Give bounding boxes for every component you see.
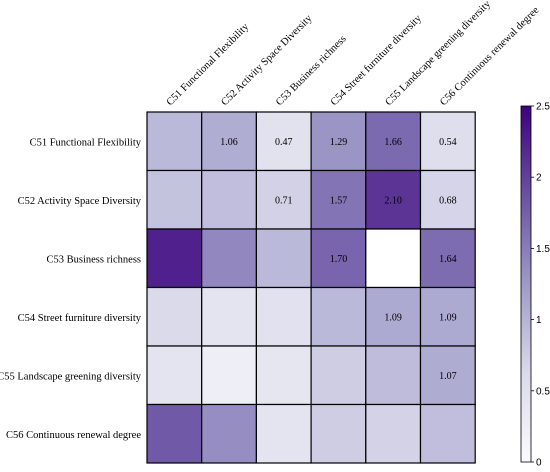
colorbar-tick-label-5: 2.5 <box>536 102 550 113</box>
heatmap-cell-r2-c1 <box>146 169 203 230</box>
colorbar: 0 0.5 1 1.5 2 2.5 <box>520 102 550 469</box>
colorbar-ticks: 0 0.5 1 1.5 2 2.5 <box>531 102 550 469</box>
heatmap-cell-r5-c4 <box>310 345 367 406</box>
value-label-r5-c6: 1.07 <box>439 371 457 382</box>
value-label-r4-c5: 1.09 <box>384 312 402 323</box>
row-label-1: C51 Functional Flexibility <box>30 137 142 148</box>
heatmap-cell-r1-c3 <box>255 111 312 172</box>
heatmap-cell-r1-c4 <box>310 111 367 172</box>
heatmap-cell-r5-c5 <box>365 345 422 406</box>
heatmap-cell-r6-c1 <box>146 403 203 464</box>
heatmap-cell-r3-c3 <box>255 228 312 289</box>
value-label-r3-c4: 1.70 <box>330 254 348 265</box>
value-label-r4-c6: 1.09 <box>439 312 457 323</box>
heatmap-cell-r5-c3 <box>255 345 312 406</box>
heatmap-cell-r6-c5 <box>365 403 422 464</box>
column-label-5: C55 Landscape greening diversity <box>383 0 493 108</box>
value-label-r1-c5: 1.66 <box>384 137 402 148</box>
row-label-3: C53 Business richness <box>47 254 142 265</box>
heatmap-cell-r3-c2 <box>201 228 257 289</box>
row-label-6: C56 Continuous renewal degree <box>6 430 141 441</box>
heatmap-cell-r4-c1 <box>146 286 203 347</box>
heatmap-cell-r2-c2 <box>201 169 257 230</box>
value-label-r1-c4: 1.29 <box>330 137 348 148</box>
heatmap-cell-r6-c4 <box>310 403 367 464</box>
value-label-r1-c3: 0.47 <box>275 137 293 148</box>
heatmap-cell-r3-c5 <box>365 228 422 289</box>
heatmap-cell-r6-c3 <box>255 403 312 464</box>
row-label-4: C54 Street furniture diversity <box>18 313 142 324</box>
heatmap-cell-r5-c2 <box>201 345 257 406</box>
heatmap-cell-r5-c1 <box>146 345 203 406</box>
heatmap-cell-r4-c5 <box>365 286 422 347</box>
colorbar-tick-label-0: 0 <box>536 458 542 469</box>
heatmap-cell-r4-c4 <box>310 286 367 347</box>
heatmap-cell-r6-c2 <box>201 403 257 464</box>
value-label-r3-c6: 1.64 <box>439 254 457 265</box>
heatmap-cell-r4-c3 <box>255 286 312 347</box>
value-labels: 1.06 0.47 1.29 1.66 0.54 0.71 1.57 2.10 0.68 1.70… <box>220 137 456 382</box>
value-label-r2-c5: 2.10 <box>384 195 402 206</box>
value-label-r1-c6: 0.54 <box>439 137 457 148</box>
colorbar-tick-label-4: 2 <box>536 173 542 184</box>
heatmap-cell-r2-c5 <box>365 169 422 230</box>
column-label-6: C56 Continuous renewal degree <box>438 5 541 108</box>
heatmap-cell-r5-c6 <box>419 345 476 406</box>
heatmap-cell-r2-c3 <box>255 169 312 230</box>
row-label-5: C55 Landscape greening diversity <box>0 371 142 382</box>
colorbar-tick-label-1: 0.5 <box>536 386 550 397</box>
column-label-2: C52 Activity Space Diversity <box>219 13 315 109</box>
row-label-2: C52 Activity Space Diversity <box>18 196 142 207</box>
heatmap-cell-r4-c2 <box>201 286 257 347</box>
colorbar-tick-label-2: 1 <box>536 315 542 326</box>
colorbar-tick-label-3: 1.5 <box>536 244 550 255</box>
row-labels: C51 Functional Flexibility C52 Activity S… <box>0 137 142 441</box>
value-label-r2-c4: 1.57 <box>330 195 348 206</box>
column-label-4: C54 Street furniture diversity <box>329 13 425 109</box>
value-label-r1-c2: 1.06 <box>220 137 238 148</box>
value-label-r2-c3: 0.71 <box>275 195 293 206</box>
heatmap-cell-r3-c4 <box>310 228 367 289</box>
heatmap-cells <box>146 111 476 464</box>
heatmap-cell-r6-c6 <box>419 403 476 464</box>
value-label-r2-c6: 0.68 <box>439 195 457 206</box>
heatmap-cell-r1-c1 <box>146 111 203 172</box>
colorbar-gradient <box>520 105 532 463</box>
heatmap-cell-r1-c2 <box>201 111 257 172</box>
heatmap-cell-r3-c1 <box>146 228 203 289</box>
heatmap-cell-r3-c6 <box>419 228 476 289</box>
